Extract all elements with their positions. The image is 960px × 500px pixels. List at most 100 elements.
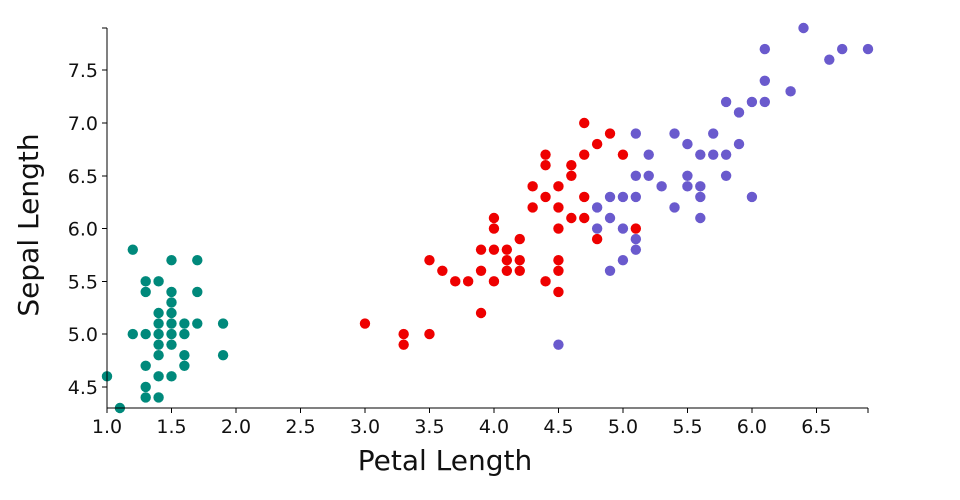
data-point-series-3	[798, 22, 809, 34]
data-point-series-1	[153, 339, 164, 350]
data-point-series-2	[540, 191, 551, 203]
data-point-series-3	[630, 128, 642, 139]
data-point-series-1	[166, 339, 177, 350]
data-point-series-1	[140, 286, 151, 298]
data-point-series-2	[630, 223, 642, 234]
data-point-series-3	[553, 339, 564, 350]
data-point-series-2	[475, 307, 487, 319]
data-point-series-3	[630, 233, 642, 245]
data-point-series-2	[424, 255, 435, 266]
data-point-series-3	[695, 191, 706, 203]
y-axis-title: Sepal Length	[12, 133, 45, 316]
data-point-series-1	[153, 307, 164, 319]
data-point-series-2	[540, 276, 551, 287]
data-point-series-3	[682, 170, 693, 181]
data-point-series-1	[166, 307, 177, 319]
data-point-series-1	[140, 381, 151, 393]
data-point-series-2	[566, 160, 577, 171]
data-point-series-2	[437, 265, 448, 276]
data-point-series-2	[540, 149, 551, 160]
y-tick-label: 5.0	[68, 324, 98, 346]
data-point-series-2	[553, 202, 564, 213]
data-point-series-2	[579, 149, 590, 160]
x-tick-label: 3.0	[350, 416, 380, 438]
data-point-series-2	[604, 128, 616, 139]
data-point-series-3	[617, 191, 629, 203]
data-point-series-1	[166, 297, 177, 308]
data-point-series-2	[359, 318, 371, 329]
data-point-series-2	[424, 328, 435, 340]
data-point-series-3	[604, 191, 616, 203]
data-point-series-2	[398, 339, 409, 350]
data-point-series-1	[192, 286, 203, 298]
axes-layer: 1.0 1.5 2.0 2.5 3.0 3.5 4.0 4.5 5.0 5.5 6.0 6.5 4.5 5…	[68, 27, 869, 438]
x-tick-label: 6.0	[737, 416, 767, 438]
data-point-series-3	[630, 170, 642, 181]
data-point-series-1	[153, 371, 164, 382]
data-point-series-1	[153, 328, 164, 340]
points-layer	[101, 22, 874, 414]
data-point-series-3	[604, 265, 616, 276]
data-point-series-2	[488, 223, 500, 234]
data-point-series-3	[669, 202, 680, 213]
data-point-series-2	[462, 276, 474, 287]
y-tick-label: 7.0	[68, 113, 98, 135]
data-point-series-3	[591, 223, 603, 234]
y-tick-label: 6.0	[68, 219, 98, 241]
data-point-series-2	[553, 255, 564, 266]
data-point-series-3	[746, 96, 758, 108]
data-point-series-2	[488, 244, 500, 255]
data-point-series-2	[501, 244, 513, 255]
data-point-series-3	[695, 212, 706, 224]
data-point-series-3	[604, 212, 616, 224]
x-tick-label: 5.0	[608, 416, 638, 438]
data-point-series-2	[514, 233, 525, 245]
data-point-series-2	[501, 255, 513, 266]
data-point-series-2	[488, 276, 500, 287]
x-tick-label: 2.5	[285, 416, 315, 438]
data-point-series-1	[166, 318, 177, 329]
data-point-series-3	[733, 138, 745, 150]
data-point-series-1	[179, 350, 190, 361]
data-point-series-3	[785, 86, 796, 97]
x-tick-label: 3.5	[414, 416, 444, 438]
x-tick-label: 2.0	[221, 416, 251, 438]
data-point-series-3	[695, 181, 706, 192]
data-point-series-2	[527, 202, 538, 213]
data-point-series-3	[630, 191, 642, 203]
data-point-series-1	[153, 276, 164, 287]
data-point-series-2	[591, 138, 603, 150]
data-point-series-2	[553, 223, 564, 234]
data-point-series-2	[566, 170, 577, 181]
data-point-series-3	[695, 149, 706, 160]
y-tick-label: 5.5	[68, 271, 98, 293]
data-point-series-3	[643, 149, 654, 160]
data-point-series-1	[140, 360, 151, 371]
data-point-series-3	[708, 149, 719, 160]
data-point-series-3	[720, 149, 732, 160]
x-tick-label: 5.5	[672, 416, 702, 438]
data-point-series-3	[591, 202, 603, 213]
x-tick-label: 6.5	[801, 416, 831, 438]
y-tick-label: 4.5	[68, 377, 98, 399]
data-point-series-1	[166, 371, 177, 382]
data-point-series-2	[475, 244, 487, 255]
data-point-series-2	[617, 149, 629, 160]
data-point-series-2	[488, 212, 500, 224]
data-point-series-1	[217, 318, 229, 329]
data-point-series-1	[153, 318, 164, 329]
x-tick-label: 4.0	[479, 416, 509, 438]
data-point-series-3	[759, 43, 771, 55]
data-point-series-1	[192, 255, 203, 266]
data-point-series-1	[166, 255, 177, 266]
x-tick-label: 1.0	[92, 416, 122, 438]
data-point-series-2	[553, 286, 564, 298]
data-point-series-3	[669, 128, 680, 139]
data-point-series-3	[720, 170, 732, 181]
data-point-series-3	[759, 96, 771, 108]
data-point-series-3	[617, 223, 629, 234]
data-point-series-3	[682, 138, 693, 150]
data-point-series-3	[824, 54, 835, 65]
data-point-series-1	[140, 392, 151, 403]
